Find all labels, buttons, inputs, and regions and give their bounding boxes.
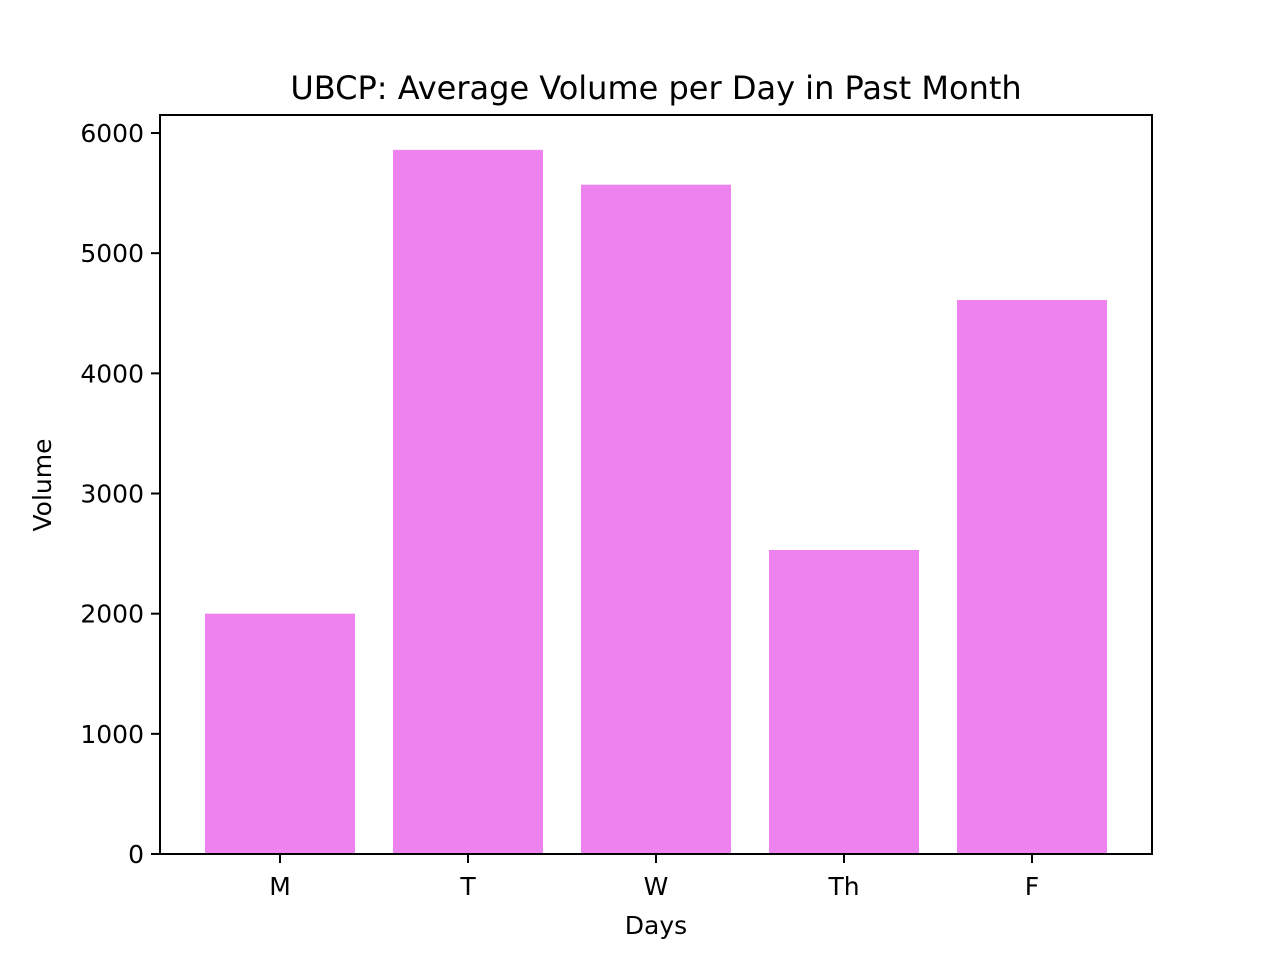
x-tick-label: Th (827, 872, 859, 901)
x-tick-label: W (644, 872, 669, 901)
y-tick-label: 3000 (80, 480, 144, 509)
bars-group (205, 149, 1107, 854)
bar-th (769, 549, 919, 854)
bar-t (393, 149, 543, 854)
y-tick-label: 0 (128, 840, 144, 869)
y-tick-label: 6000 (80, 119, 144, 148)
plot-area-frame (159, 114, 1153, 855)
y-tick-label: 1000 (80, 720, 144, 749)
chart-title: UBCP: Average Volume per Day in Past Mon… (290, 69, 1021, 107)
bar-w (581, 184, 731, 854)
bar-f (957, 300, 1107, 854)
bar-m (205, 613, 355, 854)
x-tick-label: F (1025, 872, 1039, 901)
x-axis-label: Days (625, 911, 687, 940)
y-axis-label: Volume (28, 439, 57, 532)
x-axis-ticks: M T W Th F (269, 854, 1039, 901)
x-tick-label: T (459, 872, 476, 901)
x-tick-label: M (269, 872, 291, 901)
y-axis-ticks: 0 1000 2000 3000 4000 5000 6000 (80, 119, 160, 869)
y-tick-label: 2000 (80, 600, 144, 629)
y-tick-label: 4000 (80, 359, 144, 388)
y-tick-label: 5000 (80, 239, 144, 268)
